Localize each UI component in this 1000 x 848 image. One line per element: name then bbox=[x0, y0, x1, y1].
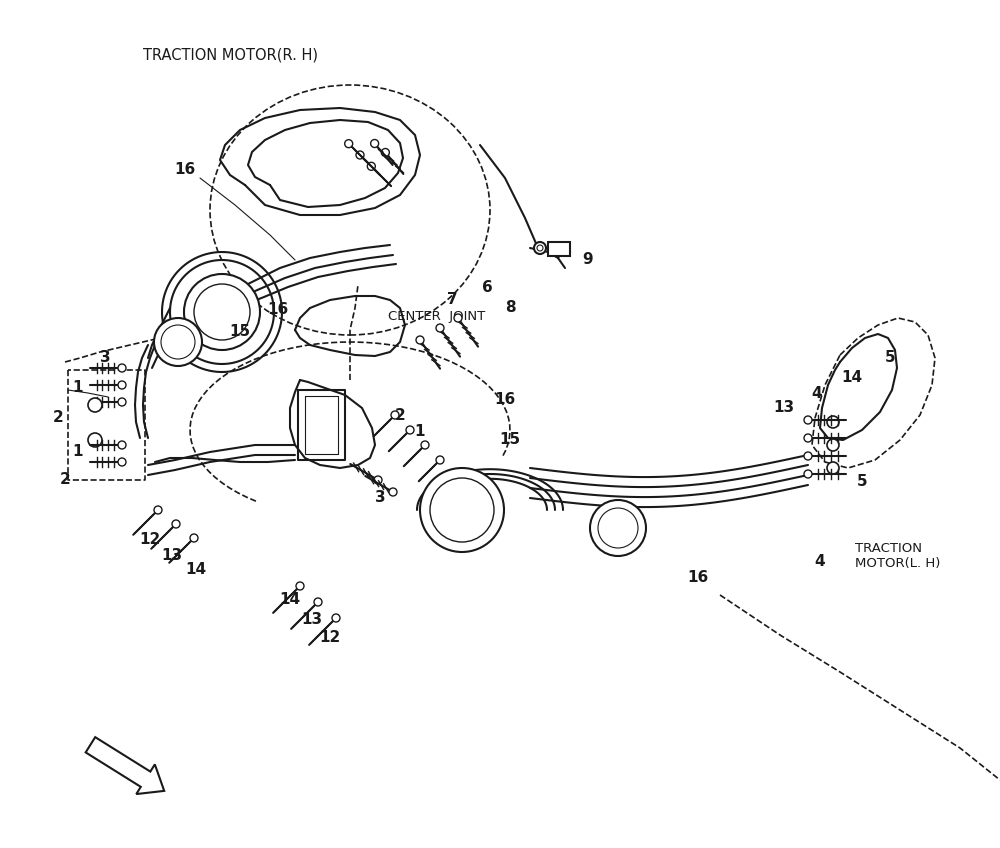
Circle shape bbox=[436, 324, 444, 332]
Text: 2: 2 bbox=[53, 410, 63, 426]
Circle shape bbox=[88, 433, 102, 447]
Circle shape bbox=[184, 274, 260, 350]
Text: 4: 4 bbox=[815, 555, 825, 570]
Circle shape bbox=[827, 416, 839, 428]
Circle shape bbox=[374, 476, 382, 484]
Text: 13: 13 bbox=[161, 548, 183, 562]
Text: 4: 4 bbox=[812, 386, 822, 400]
Polygon shape bbox=[820, 334, 897, 440]
Circle shape bbox=[332, 614, 340, 622]
Text: 14: 14 bbox=[841, 371, 863, 386]
Text: 14: 14 bbox=[185, 562, 207, 577]
Bar bbox=[548, 242, 570, 256]
Circle shape bbox=[420, 468, 504, 552]
Text: FRONT: FRONT bbox=[94, 742, 142, 778]
Text: 15: 15 bbox=[229, 325, 251, 339]
Text: CENTER  JOINT: CENTER JOINT bbox=[388, 310, 485, 323]
Text: 1: 1 bbox=[73, 444, 83, 460]
Text: 12: 12 bbox=[139, 533, 161, 548]
Circle shape bbox=[356, 151, 364, 159]
Circle shape bbox=[406, 426, 414, 434]
Text: 7: 7 bbox=[447, 293, 457, 308]
Text: 16: 16 bbox=[494, 393, 516, 408]
Circle shape bbox=[590, 500, 646, 556]
FancyArrow shape bbox=[86, 737, 164, 794]
Circle shape bbox=[454, 314, 462, 322]
Text: 13: 13 bbox=[301, 612, 323, 628]
Circle shape bbox=[381, 148, 389, 157]
Text: 2: 2 bbox=[60, 472, 70, 488]
Text: 9: 9 bbox=[583, 253, 593, 267]
Circle shape bbox=[827, 462, 839, 474]
Circle shape bbox=[345, 140, 353, 148]
Text: 1: 1 bbox=[415, 425, 425, 439]
Text: 6: 6 bbox=[482, 281, 492, 295]
Text: 13: 13 bbox=[773, 399, 795, 415]
Circle shape bbox=[118, 364, 126, 372]
Circle shape bbox=[296, 582, 304, 590]
Circle shape bbox=[436, 456, 444, 464]
Circle shape bbox=[598, 508, 638, 548]
Circle shape bbox=[827, 439, 839, 451]
Circle shape bbox=[88, 398, 102, 412]
Circle shape bbox=[118, 458, 126, 466]
Circle shape bbox=[804, 470, 812, 478]
Circle shape bbox=[371, 140, 379, 148]
Circle shape bbox=[118, 381, 126, 389]
Text: 3: 3 bbox=[100, 350, 110, 365]
Circle shape bbox=[161, 325, 195, 359]
Circle shape bbox=[118, 398, 126, 406]
Circle shape bbox=[421, 441, 429, 449]
Text: TRACTION
MOTOR(L. H): TRACTION MOTOR(L. H) bbox=[855, 542, 940, 570]
Text: 2: 2 bbox=[395, 408, 405, 422]
Text: 3: 3 bbox=[375, 490, 385, 505]
Text: 16: 16 bbox=[267, 303, 289, 317]
Text: 16: 16 bbox=[687, 571, 709, 585]
Circle shape bbox=[534, 242, 546, 254]
Circle shape bbox=[804, 416, 812, 424]
Circle shape bbox=[118, 441, 126, 449]
Circle shape bbox=[430, 478, 494, 542]
Circle shape bbox=[172, 520, 180, 528]
Text: 5: 5 bbox=[885, 350, 895, 365]
Circle shape bbox=[804, 452, 812, 460]
Circle shape bbox=[391, 411, 399, 419]
Circle shape bbox=[314, 598, 322, 606]
Circle shape bbox=[389, 488, 397, 496]
Text: 15: 15 bbox=[499, 432, 521, 448]
Circle shape bbox=[154, 318, 202, 366]
Circle shape bbox=[367, 162, 375, 170]
Text: 14: 14 bbox=[279, 593, 301, 607]
Text: 5: 5 bbox=[857, 475, 867, 489]
Circle shape bbox=[194, 284, 250, 340]
Circle shape bbox=[537, 245, 543, 251]
Text: 1: 1 bbox=[73, 381, 83, 395]
Circle shape bbox=[154, 506, 162, 514]
Circle shape bbox=[190, 534, 198, 542]
Text: TRACTION MOTOR(R. H): TRACTION MOTOR(R. H) bbox=[143, 48, 318, 63]
Text: 16: 16 bbox=[174, 163, 196, 177]
Circle shape bbox=[804, 434, 812, 442]
Text: 8: 8 bbox=[505, 300, 515, 315]
Text: 12: 12 bbox=[319, 631, 341, 645]
Circle shape bbox=[416, 336, 424, 344]
